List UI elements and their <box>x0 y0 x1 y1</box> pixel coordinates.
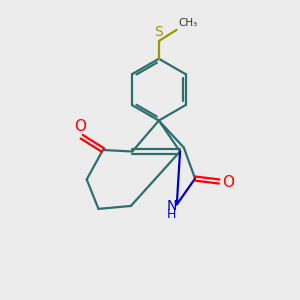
Text: H: H <box>167 208 176 221</box>
Text: N: N <box>166 199 177 213</box>
Text: O: O <box>74 119 86 134</box>
Text: S: S <box>154 25 163 39</box>
Text: O: O <box>222 176 234 190</box>
Text: CH₃: CH₃ <box>178 18 197 28</box>
